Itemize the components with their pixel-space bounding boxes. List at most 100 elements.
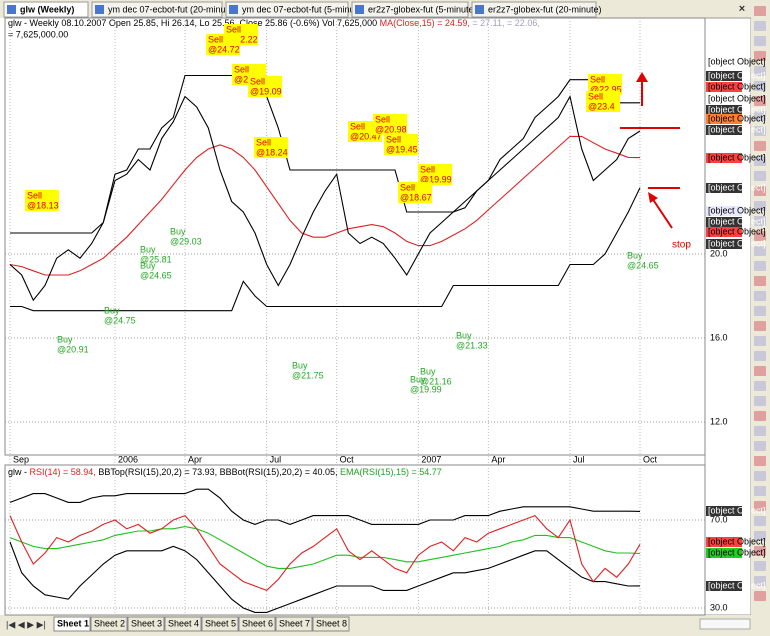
tool-icon[interactable]	[754, 66, 766, 76]
tool-icon[interactable]	[754, 6, 766, 16]
annotation-price: @24.72	[208, 44, 240, 54]
annotation-price: @29.03	[170, 236, 202, 246]
tool-icon[interactable]	[754, 291, 766, 301]
sheet-tab[interactable]	[127, 616, 165, 632]
tab-icon	[7, 5, 16, 14]
value-box-label: [object Object]	[708, 505, 766, 515]
tool-icon[interactable]	[754, 381, 766, 391]
tool-icon[interactable]	[754, 411, 766, 421]
sheet-label[interactable]: Sheet 3	[131, 618, 162, 628]
value-box	[706, 125, 742, 135]
annotation-label: Buy	[627, 250, 643, 260]
tool-icon[interactable]	[754, 21, 766, 31]
tool-icon[interactable]	[754, 261, 766, 271]
tool-icon[interactable]	[754, 216, 766, 226]
sheet-tab[interactable]	[164, 616, 202, 632]
annotation-label: Buy	[57, 334, 73, 344]
tab-label[interactable]: ym dec 07-ecbot-fut (5-minute)	[242, 4, 365, 14]
tool-icon[interactable]	[754, 156, 766, 166]
tool-icon[interactable]	[754, 576, 766, 586]
annotation-label: Sell	[590, 74, 605, 84]
tool-icon[interactable]	[754, 546, 766, 556]
tab[interactable]	[471, 1, 597, 18]
tool-icon[interactable]	[754, 396, 766, 406]
x-tick-label: Oct	[643, 454, 658, 464]
x-tick-label: Jul	[573, 454, 585, 464]
value-box	[706, 105, 742, 115]
tab-label[interactable]: ym dec 07-ecbot-fut (20-minute)	[108, 4, 236, 14]
annotation-price: @25.81	[140, 254, 172, 264]
tool-icon[interactable]	[754, 351, 766, 361]
tool-icon[interactable]	[754, 561, 766, 571]
tool-icon[interactable]	[754, 456, 766, 466]
tool-icon[interactable]	[754, 321, 766, 331]
tab[interactable]	[3, 1, 89, 18]
sheet-label[interactable]: Sheet 1	[57, 618, 89, 628]
close-button[interactable]: ×	[739, 3, 745, 15]
tool-icon[interactable]	[754, 201, 766, 211]
sheet-tab[interactable]	[238, 616, 276, 632]
sheet-tab[interactable]	[275, 616, 313, 632]
tool-icon[interactable]	[754, 276, 766, 286]
tool-icon[interactable]	[754, 591, 766, 601]
annotation-price: @19.99	[410, 384, 442, 394]
x-tick-label: Apr	[188, 454, 202, 464]
annotation-label: Buy	[456, 330, 472, 340]
tab[interactable]	[91, 1, 223, 18]
tool-icon[interactable]	[754, 81, 766, 91]
tab[interactable]	[351, 1, 469, 18]
value-box-label: [object Object]	[708, 536, 766, 546]
annotation-label: Sell	[400, 182, 415, 192]
sheet-label[interactable]: Sheet 2	[94, 618, 125, 628]
tab[interactable]	[225, 1, 349, 18]
tool-icon[interactable]	[754, 246, 766, 256]
sheet-label[interactable]: Sheet 4	[168, 618, 199, 628]
tool-icon[interactable]	[754, 441, 766, 451]
tool-icon[interactable]	[754, 171, 766, 181]
scrollbar[interactable]	[699, 618, 751, 630]
tab-label[interactable]: er2z7-globex-fut (20-minute)	[488, 4, 602, 14]
tool-icon[interactable]	[754, 141, 766, 151]
sheet-label[interactable]: Sheet 8	[316, 618, 347, 628]
tool-icon[interactable]	[754, 366, 766, 376]
annotation-price: @18.24	[256, 147, 288, 157]
value-box-label: [object Object]	[708, 226, 766, 236]
tool-icon[interactable]	[754, 51, 766, 61]
sheet-nav[interactable]: |◀ ◀ ▶ ▶|	[6, 619, 46, 629]
tool-icon[interactable]	[754, 96, 766, 106]
annotation-price: @22.95	[590, 84, 622, 94]
tool-icon[interactable]	[754, 336, 766, 346]
sheet-label[interactable]: Sheet 5	[205, 618, 236, 628]
annotation-label: Sell	[386, 134, 401, 144]
sheet-label[interactable]: Sheet 7	[279, 618, 310, 628]
value-box-label: [object Object]	[708, 104, 766, 114]
value-box	[706, 537, 742, 547]
tool-icon[interactable]	[754, 126, 766, 136]
sheet-label[interactable]: Sheet 6	[242, 618, 273, 628]
series-line	[10, 187, 641, 312]
tool-icon[interactable]	[754, 501, 766, 511]
tool-icon[interactable]	[754, 186, 766, 196]
sheet-tab[interactable]	[53, 616, 91, 632]
sheet-tab[interactable]	[312, 616, 350, 632]
tool-icon[interactable]	[754, 111, 766, 121]
pane-header: = 7,625,000.00	[8, 29, 68, 39]
header-part: = 22.06,	[507, 18, 540, 28]
tool-icon[interactable]	[754, 426, 766, 436]
tool-icon[interactable]	[754, 306, 766, 316]
value-box-label: [object Object]	[708, 547, 766, 557]
tab-icon	[95, 5, 104, 14]
tab-label[interactable]: glw (Weekly)	[20, 4, 74, 14]
tool-icon[interactable]	[754, 531, 766, 541]
tool-icon[interactable]	[754, 36, 766, 46]
tab-label[interactable]: er2z7-globex-fut (5-minute)	[368, 4, 477, 14]
series-line	[9, 526, 641, 569]
sheet-tab[interactable]	[90, 616, 128, 632]
value-box	[706, 94, 742, 104]
tool-icon[interactable]	[754, 486, 766, 496]
tool-icon[interactable]	[754, 516, 766, 526]
annotation-label: Buy	[140, 244, 156, 254]
tool-icon[interactable]	[754, 471, 766, 481]
tool-icon[interactable]	[754, 231, 766, 241]
sheet-tab[interactable]	[201, 616, 239, 632]
